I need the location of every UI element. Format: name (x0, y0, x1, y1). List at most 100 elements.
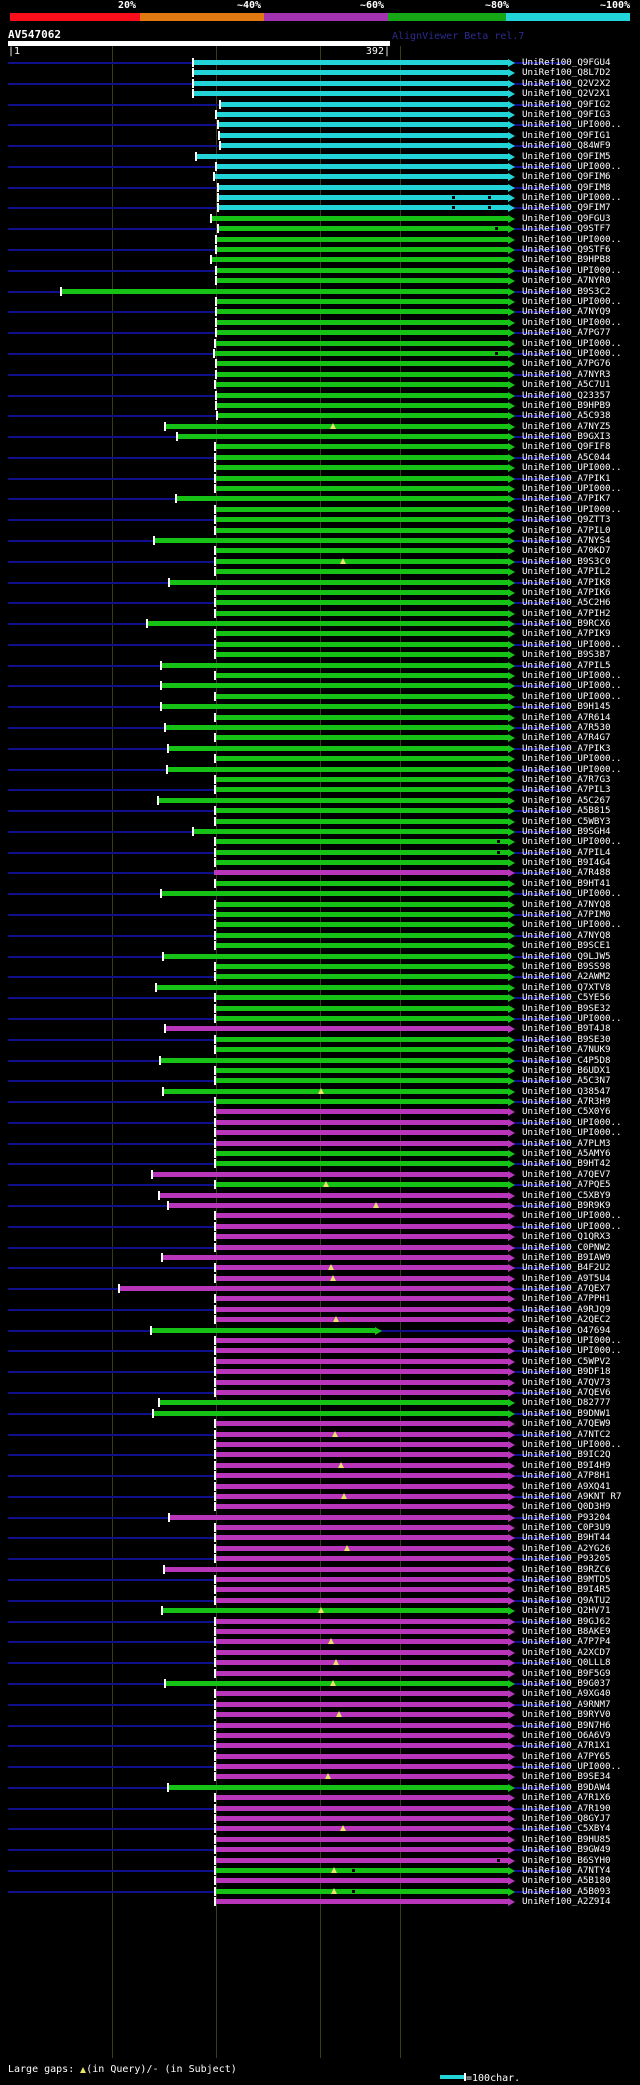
hit-alignment-bar[interactable] (214, 558, 508, 564)
hit-accession-label[interactable]: UniRef100_B9N7H6 (522, 1719, 611, 1731)
hit-accession-label[interactable]: UniRef100_A7NTC2 (522, 1428, 611, 1440)
hit-accession-label[interactable]: UniRef100_A70KD7 (522, 545, 611, 557)
hit-accession-label[interactable]: UniRef100_Q2V2X1 (522, 88, 611, 100)
hit-accession-label[interactable]: UniRef100_Q1QRX3 (522, 1231, 611, 1243)
alignment-hit-row[interactable]: UniRef100_UPI000.. (0, 161, 640, 172)
hit-accession-label[interactable]: UniRef100_C5XBY9 (522, 1189, 611, 1201)
alignment-hit-row[interactable]: UniRef100_Q9FGU4 (0, 57, 640, 68)
hit-accession-label[interactable]: UniRef100_B9DNW1 (522, 1407, 611, 1419)
hit-accession-label[interactable]: UniRef100_A7PG76 (522, 358, 611, 370)
hit-alignment-bar[interactable] (214, 1628, 508, 1634)
alignment-hit-row[interactable]: UniRef100_A5C7U1 (0, 379, 640, 390)
hit-accession-label[interactable]: UniRef100_A5C3N7 (522, 1075, 611, 1087)
hit-accession-label[interactable]: UniRef100_A7NYQ8 (522, 929, 611, 941)
hit-alignment-bar[interactable] (214, 1067, 508, 1073)
alignment-hit-row[interactable]: UniRef100_Q9LJW5 (0, 951, 640, 962)
hit-alignment-bar[interactable] (214, 631, 508, 637)
alignment-hit-row[interactable]: UniRef100_A5B815 (0, 805, 640, 816)
alignment-hit-row[interactable]: UniRef100_A5B180 (0, 1875, 640, 1886)
hit-alignment-bar[interactable] (192, 80, 508, 86)
hit-accession-label[interactable]: UniRef100_A7NYR3 (522, 368, 611, 380)
alignment-hit-row[interactable]: UniRef100_A7NYR0 (0, 275, 640, 287)
hit-alignment-bar[interactable] (214, 693, 508, 699)
hit-alignment-bar[interactable] (214, 1317, 508, 1323)
hit-accession-label[interactable]: UniRef100_A7QEV6 (522, 1387, 611, 1398)
hit-accession-label[interactable]: UniRef100_B9T4J8 (522, 1023, 611, 1035)
hit-accession-label[interactable]: UniRef100_B9HT41 (522, 877, 611, 889)
hit-alignment-bar[interactable] (214, 880, 508, 886)
hit-accession-label[interactable]: UniRef100_A7PIL3 (522, 784, 611, 796)
hit-accession-label[interactable]: UniRef100_B9S3B7 (522, 649, 611, 661)
hit-accession-label[interactable]: UniRef100_A7PIK9 (522, 628, 611, 640)
alignment-hit-row[interactable]: UniRef100_A7PIK1 (0, 473, 640, 484)
alignment-hit-row[interactable]: UniRef100_Q9ATU2 (0, 1594, 640, 1606)
hit-alignment-bar[interactable] (214, 1493, 508, 1499)
hit-accession-label[interactable]: UniRef100_UPI000.. (522, 753, 622, 765)
hit-alignment-bar[interactable] (214, 652, 508, 658)
alignment-hit-row[interactable]: UniRef100_A2XCD7 (0, 1646, 640, 1658)
hit-alignment-bar[interactable] (214, 974, 508, 980)
alignment-hit-row[interactable]: UniRef100_B6UDX1 (0, 1065, 640, 1076)
hit-accession-label[interactable]: UniRef100_A2XCD7 (522, 1646, 611, 1658)
hit-alignment-bar[interactable] (164, 1680, 508, 1686)
alignment-hit-row[interactable]: UniRef100_B9GJ62 (0, 1616, 640, 1627)
hit-alignment-bar[interactable] (214, 1473, 508, 1479)
alignment-hit-row[interactable]: UniRef100_B9HT44 (0, 1532, 640, 1543)
alignment-hit-row[interactable]: UniRef100_B9DAW4 (0, 1781, 640, 1793)
hit-accession-label[interactable]: UniRef100_UPI000.. (522, 690, 622, 702)
hit-accession-label[interactable]: UniRef100_B9S3C2 (522, 285, 611, 297)
hit-alignment-bar[interactable] (214, 1691, 508, 1697)
hit-alignment-bar[interactable] (214, 1899, 508, 1905)
hit-alignment-bar[interactable] (163, 1566, 508, 1572)
hit-accession-label[interactable]: UniRef100_D82777 (522, 1397, 611, 1409)
hit-alignment-bar[interactable] (214, 569, 508, 575)
hit-alignment-bar[interactable] (215, 319, 508, 325)
hit-alignment-bar[interactable] (160, 891, 508, 897)
hit-accession-label[interactable]: UniRef100_A7R614 (522, 711, 611, 723)
alignment-hit-row[interactable]: UniRef100_A7R488 (0, 867, 640, 878)
alignment-hit-row[interactable]: UniRef100_C5WBY3 (0, 816, 640, 827)
hit-alignment-bar[interactable] (218, 132, 508, 138)
hit-accession-label[interactable]: UniRef100_UPI000.. (522, 680, 622, 692)
hit-accession-label[interactable]: UniRef100_A7PG77 (522, 327, 611, 339)
alignment-hit-row[interactable]: UniRef100_A7PIK8 (0, 577, 640, 588)
alignment-hit-row[interactable]: UniRef100_Q2HV71 (0, 1605, 640, 1616)
hit-alignment-bar[interactable] (214, 486, 508, 492)
hit-accession-label[interactable]: UniRef100_A7NYR0 (522, 275, 611, 287)
alignment-hit-row[interactable]: UniRef100_A7PIL4 (0, 847, 640, 858)
hit-accession-label[interactable]: UniRef100_C5X0Y6 (522, 1106, 611, 1118)
hit-alignment-bar[interactable] (214, 1639, 508, 1645)
hit-alignment-bar[interactable] (217, 122, 508, 128)
hit-accession-label[interactable]: UniRef100_UPI000.. (522, 503, 622, 515)
hit-accession-label[interactable]: UniRef100_Q9ATU2 (522, 1594, 611, 1606)
alignment-hit-row[interactable]: UniRef100_A7NYS4 (0, 535, 640, 546)
hit-accession-label[interactable]: UniRef100_P93205 (522, 1553, 611, 1565)
hit-accession-label[interactable]: UniRef100_A7NTY4 (522, 1864, 611, 1876)
hit-alignment-bar[interactable] (214, 1109, 508, 1115)
hit-accession-label[interactable]: UniRef100_B9H145 (522, 701, 611, 713)
hit-accession-label[interactable]: UniRef100_A7PY65 (522, 1750, 611, 1762)
alignment-hit-row[interactable]: UniRef100_UPI000.. (0, 1345, 640, 1356)
hit-alignment-bar[interactable] (214, 1857, 508, 1863)
hit-accession-label[interactable]: UniRef100_A7R1X6 (522, 1792, 611, 1804)
hit-alignment-bar[interactable] (214, 1244, 508, 1250)
alignment-hit-row[interactable]: UniRef100_UPI000.. (0, 919, 640, 930)
alignment-hit-row[interactable]: UniRef100_A2YG26 (0, 1543, 640, 1554)
hit-alignment-bar[interactable] (167, 1202, 508, 1208)
hit-accession-label[interactable]: UniRef100_B9I4R5 (522, 1584, 611, 1596)
hit-accession-label[interactable]: UniRef100_A7R4G7 (522, 732, 611, 744)
alignment-hit-row[interactable]: UniRef100_B9HT42 (0, 1158, 640, 1169)
hit-accession-label[interactable]: UniRef100_B9DAW4 (522, 1781, 611, 1793)
hit-alignment-bar[interactable] (214, 1369, 508, 1375)
hit-alignment-bar[interactable] (215, 371, 508, 377)
hit-alignment-bar[interactable] (214, 932, 508, 938)
hit-alignment-bar[interactable] (161, 1254, 508, 1260)
alignment-hit-row[interactable]: UniRef100_B9I4G4 (0, 857, 640, 868)
hit-alignment-bar[interactable] (214, 1296, 508, 1302)
alignment-hit-row[interactable]: UniRef100_UPI000.. (0, 836, 640, 847)
hit-alignment-bar[interactable] (214, 1265, 508, 1271)
hit-accession-label[interactable]: UniRef100_UPI000.. (522, 1116, 622, 1128)
alignment-hit-row[interactable]: UniRef100_A7PQE5 (0, 1179, 640, 1190)
alignment-hit-row[interactable]: UniRef100_A9T5U4 (0, 1273, 640, 1284)
hit-alignment-bar[interactable] (213, 174, 508, 180)
